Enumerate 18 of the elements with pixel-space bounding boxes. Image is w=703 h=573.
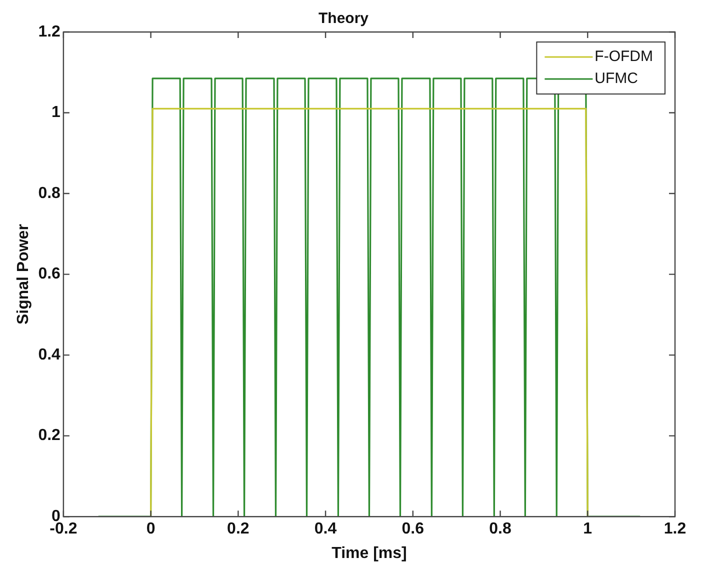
x-tick-label: 0.6 — [402, 520, 424, 538]
y-tick-label: 0.4 — [38, 346, 61, 364]
chart-title: Theory — [318, 10, 370, 28]
y-axis-title: Signal Power — [15, 224, 32, 325]
y-tick-label: 0.8 — [38, 184, 61, 202]
legend-label: UFMC — [594, 70, 638, 88]
x-tick-label: 0 — [146, 520, 156, 538]
y-tick-label: 1.2 — [38, 23, 61, 40]
y-tick-label: 1 — [52, 104, 61, 122]
x-tick-label: 0.4 — [314, 520, 337, 538]
x-tick-label: 0.2 — [227, 520, 250, 538]
x-tick-label: 1.2 — [664, 520, 686, 538]
x-tick-label: 1 — [583, 520, 592, 538]
y-tick-label: 0.6 — [38, 266, 61, 283]
legend-label: F-OFDM — [594, 48, 654, 66]
x-axis-title: Time [ms] — [332, 544, 407, 562]
y-tick-label: 0.2 — [38, 427, 61, 444]
x-tick-label: 0.8 — [489, 520, 512, 538]
